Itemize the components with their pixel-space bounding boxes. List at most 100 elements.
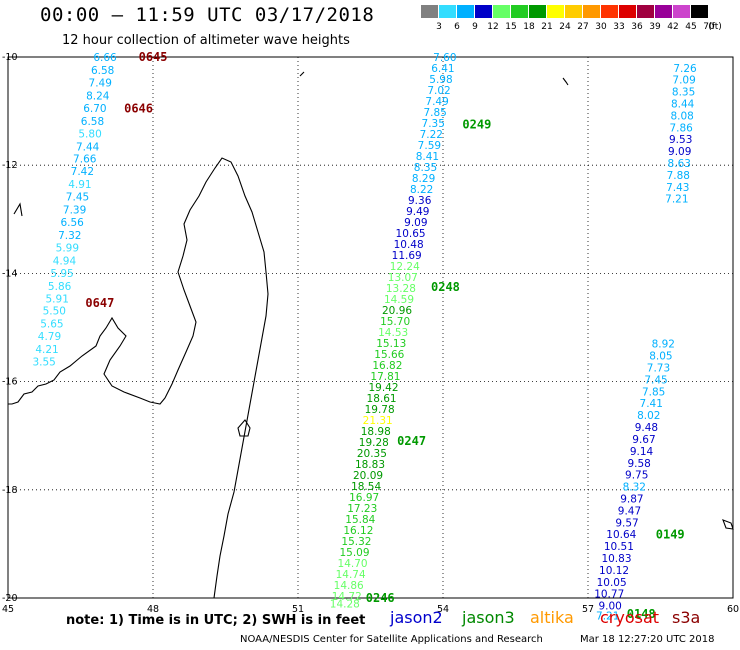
swh-value: 14.70 — [338, 558, 368, 570]
lat-tick-label: -20 — [2, 593, 18, 604]
satellite-jason3: jason3 — [462, 608, 515, 627]
swh-value: 7.44 — [76, 141, 100, 153]
legend-label: 33 — [613, 22, 625, 32]
swh-value: 7.49 — [89, 77, 112, 89]
lat-tick-label: -12 — [2, 160, 18, 171]
swh-value: 9.75 — [625, 470, 648, 482]
swh-value: 5.99 — [56, 242, 79, 254]
swh-value: 6.58 — [81, 116, 104, 128]
swh-value: 9.57 — [615, 517, 638, 529]
swh-value: 18.61 — [367, 393, 397, 405]
time-label: 0645 — [139, 50, 168, 64]
lat-tick-label: -10 — [2, 52, 18, 63]
swh-value: 7.39 — [63, 205, 86, 217]
swh-value: 15.13 — [376, 338, 406, 350]
swh-value: 6.56 — [60, 217, 84, 229]
swh-value: 7.86 — [669, 122, 693, 134]
swh-value: 6.58 — [91, 65, 114, 77]
swh-value: 9.53 — [669, 134, 692, 146]
reunion-coastline — [237, 419, 251, 437]
swh-value: 19.78 — [365, 404, 395, 416]
time-label: 0248 — [431, 280, 460, 294]
swh-value: 9.36 — [408, 195, 432, 207]
swh-value: 8.29 — [412, 173, 435, 185]
swh-value: 10.51 — [604, 541, 634, 553]
time-label: 0246 — [366, 591, 395, 605]
swh-value: 5.86 — [48, 281, 72, 293]
swh-value: 3.55 — [32, 357, 55, 369]
time-label: 0249 — [462, 118, 491, 132]
lon-tick-label: 51 — [292, 604, 304, 615]
swh-value: 7.41 — [640, 398, 663, 410]
lat-tick-label: -14 — [2, 268, 18, 279]
swh-value: 8.63 — [668, 158, 691, 170]
swh-value: 7.88 — [667, 170, 690, 182]
axis-labels: 45 48 51 54 57 60 -10 -12 -14 -16 -18 -20 — [2, 52, 739, 615]
swh-value: 9.48 — [635, 422, 658, 434]
legend-swatch — [547, 5, 564, 18]
legend-label: 24 — [559, 22, 571, 32]
legend-label: 27 — [577, 22, 589, 32]
swh-value: 15.84 — [345, 514, 375, 526]
satellite-cryosat: cryosat — [600, 608, 660, 627]
swh-value: 10.05 — [597, 577, 627, 589]
legend-swatch — [583, 5, 600, 18]
swh-value: 15.66 — [374, 349, 404, 361]
coastline — [8, 71, 734, 599]
swh-value: 7.21 — [665, 194, 688, 206]
track-west: 6.666.587.498.246.706.585.807.447.667.42… — [32, 50, 167, 369]
madagascar-coastline — [8, 71, 305, 599]
legend-swatch — [673, 5, 690, 18]
swh-value: 7.85 — [642, 386, 665, 398]
swh-value: 5.98 — [429, 74, 452, 86]
swh-value: 7.26 — [673, 63, 697, 75]
swh-value: 7.59 — [418, 140, 441, 152]
credit-line: NOAA/NESDIS Center for Satellite Applica… — [240, 634, 543, 645]
swh-value: 4.21 — [35, 344, 58, 356]
legend-unit: (ft) — [708, 22, 722, 32]
swh-value: 8.44 — [671, 99, 695, 111]
legend-swatch — [637, 5, 654, 18]
swh-value: 8.24 — [86, 90, 110, 102]
legend-swatch — [565, 5, 582, 18]
legend-label: 70 — [703, 22, 715, 32]
swh-value: 7.43 — [666, 182, 689, 194]
swh-value: 16.97 — [349, 492, 379, 504]
swh-value: 14.59 — [384, 294, 414, 306]
lat-tick-label: -16 — [2, 377, 18, 388]
legend-label: 3 — [436, 22, 442, 32]
swh-value: 4.94 — [53, 255, 77, 267]
legend-label: 45 — [685, 22, 697, 32]
swh-value: 7.22 — [420, 129, 443, 141]
legend-label: 30 — [595, 22, 607, 32]
lon-tick-label: 57 — [582, 604, 594, 615]
swh-value: 15.09 — [339, 547, 369, 559]
swh-value: 15.70 — [380, 316, 410, 328]
satellite-s3a: s3a — [672, 608, 701, 627]
swh-value: 7.45 — [644, 374, 667, 386]
swh-value: 8.05 — [649, 351, 672, 363]
swh-value: 13.28 — [386, 283, 416, 295]
swh-value: 14.86 — [334, 580, 364, 592]
swh-value: 20.35 — [357, 448, 387, 460]
legend-label: 15 — [505, 22, 517, 32]
swh-value: 7.66 — [73, 154, 97, 166]
swh-value: 17.81 — [370, 371, 400, 383]
swh-value: 18.83 — [355, 459, 385, 471]
track-east-2: 7.606.415.987.027.497.857.357.227.598.41… — [330, 52, 492, 610]
time-label: 0148 — [627, 607, 656, 621]
swh-value: 9.09 — [404, 217, 427, 229]
swh-value: 10.83 — [601, 553, 631, 565]
swh-value: 10.65 — [396, 228, 426, 240]
lon-tick-label: 45 — [2, 604, 14, 615]
altimeter-tracks: 6.666.587.498.246.706.585.807.447.667.42… — [32, 50, 697, 622]
legend-swatch — [511, 5, 528, 18]
swh-value: 14.28 — [330, 598, 360, 610]
swh-value: 8.22 — [410, 184, 433, 196]
swh-value: 9.67 — [632, 434, 655, 446]
legend-label: 36 — [631, 22, 643, 32]
swh-value: 7.02 — [427, 85, 450, 97]
lat-tick-label: -18 — [2, 485, 18, 496]
swh-value: 10.77 — [594, 589, 624, 601]
